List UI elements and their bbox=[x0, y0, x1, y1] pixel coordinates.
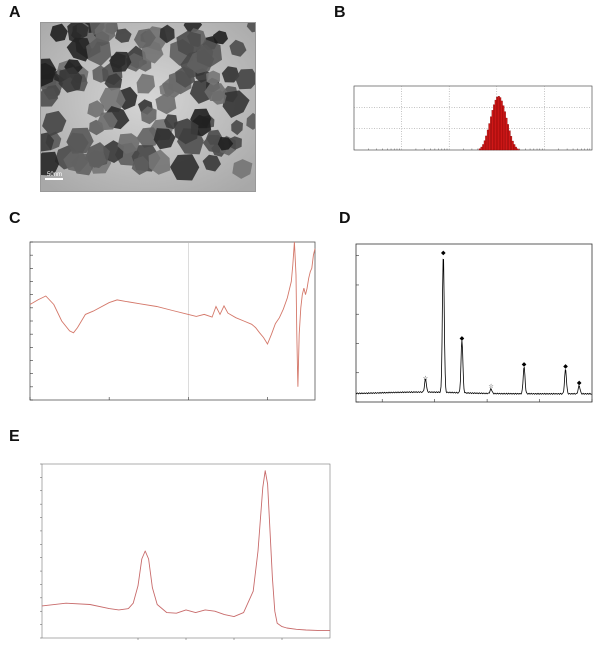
histogram-bar bbox=[510, 136, 513, 151]
peak-marker-cu: ◆ bbox=[563, 364, 568, 370]
nanoparticle bbox=[109, 51, 132, 73]
nanoparticle bbox=[136, 127, 161, 148]
nanoparticle bbox=[232, 159, 253, 179]
chart-b bbox=[353, 85, 593, 151]
nanoparticle bbox=[97, 112, 118, 131]
histogram-bar bbox=[480, 146, 483, 151]
chart-e bbox=[40, 463, 331, 640]
nanoparticle bbox=[66, 127, 94, 154]
nanoparticle bbox=[206, 70, 220, 86]
plot-frame bbox=[355, 243, 593, 403]
histogram-bar bbox=[502, 105, 505, 151]
nanoparticle bbox=[41, 87, 59, 107]
nanoparticle bbox=[176, 30, 201, 58]
nanoparticle bbox=[173, 118, 199, 145]
peak-marker-cu: ◆ bbox=[460, 336, 465, 342]
nanoparticle bbox=[175, 66, 196, 88]
nanoparticle bbox=[235, 68, 255, 90]
nanoparticle bbox=[246, 112, 255, 130]
panel-letter-e: E bbox=[9, 428, 20, 445]
nanoparticle bbox=[50, 23, 68, 42]
nanoparticle bbox=[104, 73, 123, 91]
nanoparticle bbox=[58, 67, 83, 93]
histogram-bar bbox=[485, 135, 488, 151]
nanoparticle bbox=[246, 23, 255, 33]
nanoparticle bbox=[213, 30, 228, 45]
nanoparticle bbox=[202, 154, 221, 172]
nanoparticle bbox=[231, 119, 243, 136]
peak-marker-cu: ◆ bbox=[577, 381, 582, 387]
nanoparticle bbox=[126, 53, 143, 72]
chart-c bbox=[29, 241, 316, 401]
tem-image: 50nm bbox=[41, 23, 255, 191]
nanoparticle bbox=[94, 23, 116, 43]
nanoparticle bbox=[164, 114, 178, 130]
nanoparticle bbox=[72, 23, 89, 40]
plot-frame bbox=[29, 241, 316, 401]
ftir-spectrum-line bbox=[29, 241, 316, 387]
nanoparticle bbox=[211, 90, 227, 105]
histogram-bar bbox=[496, 96, 499, 151]
plot-frame bbox=[41, 463, 331, 639]
nanoparticle bbox=[140, 106, 157, 125]
histogram-bar bbox=[500, 100, 503, 151]
nanoparticle bbox=[136, 73, 155, 94]
histogram-bar bbox=[507, 124, 509, 151]
nanoparticle bbox=[131, 156, 150, 175]
nanoparticle bbox=[87, 100, 104, 118]
nanoparticle bbox=[217, 137, 234, 151]
panel-letter-d: D bbox=[339, 210, 351, 227]
histogram-bar bbox=[490, 116, 493, 151]
panel-letter-b: B bbox=[334, 4, 346, 21]
histogram-bar bbox=[516, 148, 519, 151]
nanoparticle bbox=[155, 93, 177, 115]
nanoparticle bbox=[41, 62, 57, 87]
nanoparticle bbox=[115, 28, 132, 43]
xrd-pattern-line bbox=[356, 258, 592, 395]
nanoparticle bbox=[196, 40, 222, 68]
xps-spectrum-line bbox=[41, 470, 330, 632]
peak-marker-cu: ◆ bbox=[441, 251, 446, 257]
histogram-bar bbox=[488, 123, 491, 151]
panel-letter-c: C bbox=[9, 210, 21, 227]
nanoparticle bbox=[42, 110, 67, 137]
histogram-bar bbox=[511, 140, 514, 151]
nanoparticle bbox=[206, 129, 223, 145]
histogram-bar bbox=[478, 148, 481, 151]
nanoparticle bbox=[221, 66, 240, 83]
nanoparticle bbox=[86, 38, 112, 66]
nanoparticle bbox=[227, 136, 242, 150]
chart-d: ☆ ◆ ◆ ☆ ◆ ◆ ◆ bbox=[355, 243, 593, 403]
nanoparticle bbox=[66, 37, 92, 62]
nanoparticle bbox=[159, 24, 175, 44]
tem-micrograph: 50nm bbox=[40, 22, 256, 192]
nanoparticles bbox=[41, 23, 255, 181]
scale-bar-label: 50nm bbox=[47, 172, 62, 178]
histogram-bar bbox=[503, 111, 506, 151]
nanoparticle bbox=[153, 128, 176, 150]
nanoparticle bbox=[87, 150, 107, 169]
nanoparticle bbox=[99, 87, 126, 113]
histogram-bar bbox=[514, 146, 517, 151]
nanoparticle bbox=[117, 133, 141, 154]
peak-marker-cu2o: ☆ bbox=[488, 383, 493, 390]
nanoparticle bbox=[222, 90, 250, 118]
nanoparticle bbox=[41, 132, 55, 152]
nanoparticle bbox=[229, 39, 247, 57]
nanoparticle bbox=[170, 154, 200, 181]
nanoparticle bbox=[133, 28, 156, 49]
peak-marker-cu2o: ☆ bbox=[423, 375, 428, 382]
peak-marker-cu: ◆ bbox=[522, 362, 527, 368]
scale-bar bbox=[45, 178, 63, 180]
histogram-bar bbox=[493, 104, 496, 151]
nanoparticle bbox=[148, 149, 171, 175]
nanoparticle bbox=[41, 151, 60, 176]
plot-frame bbox=[353, 85, 593, 151]
panel-letter-a: A bbox=[9, 4, 21, 21]
